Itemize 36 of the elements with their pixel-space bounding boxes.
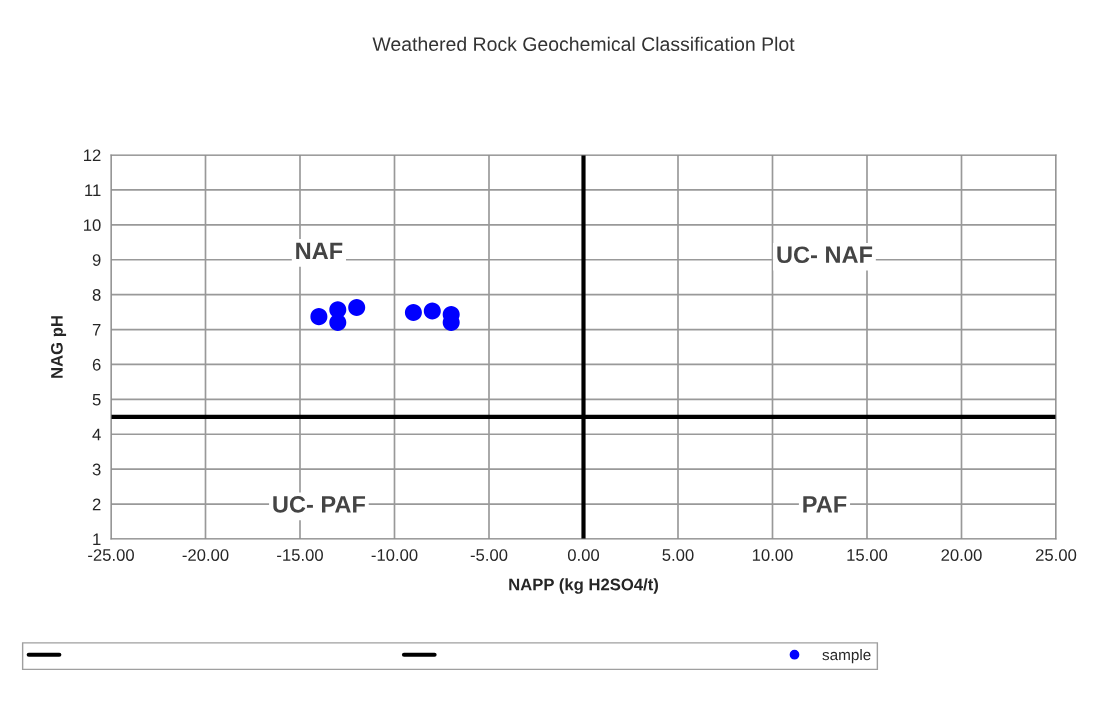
y-tick-label: 11 (85, 184, 101, 196)
y-tick-label: 9 (92, 254, 101, 266)
point (404, 303, 422, 321)
x-tick-label: -25.00 (88, 549, 134, 561)
annotation: UC- PAF (273, 495, 366, 513)
x-tick-label: 0.00 (567, 549, 600, 561)
y-axis-title: NAG pH (50, 316, 67, 378)
x-tick-label: -5.00 (470, 549, 508, 561)
y-tick-label: 6 (92, 358, 101, 371)
y-tick-label: 8 (92, 289, 101, 301)
point (329, 314, 347, 332)
y-tick-label: 4 (92, 428, 101, 441)
y-tick-label: 12 (84, 149, 101, 162)
x-axis-title: NAPP (kg H2SO4/t) (509, 578, 658, 594)
y-tick-label: 2 (92, 498, 101, 511)
chart-title: Weathered Rock Geochemical Classification Plot (372, 36, 795, 52)
annotation: PAF (803, 496, 847, 513)
x-tick-label: 20.00 (941, 549, 982, 561)
y-tick-label: 1 (93, 533, 101, 546)
x-tick-label: 10.00 (752, 549, 793, 561)
x-tick-label: 15.00 (847, 549, 888, 561)
x-tick-label: 5.00 (662, 549, 694, 561)
y-tick-label: 7 (92, 324, 101, 336)
x-tick-label: 25.00 (1035, 549, 1077, 561)
point (310, 308, 328, 326)
x-tick-label: -15.00 (277, 549, 323, 561)
x-tick-label: -20.00 (182, 549, 229, 561)
annotation: NAF (296, 242, 343, 260)
y-tick-label: 10 (84, 219, 101, 232)
annotation: UC- NAF (777, 246, 873, 264)
x-tick-label: -10.00 (371, 549, 418, 561)
legend-label: sample (822, 649, 871, 664)
point (423, 302, 441, 320)
y-tick-label: 5 (92, 393, 101, 406)
point (348, 299, 366, 317)
y-tick-label: 3 (92, 463, 101, 476)
